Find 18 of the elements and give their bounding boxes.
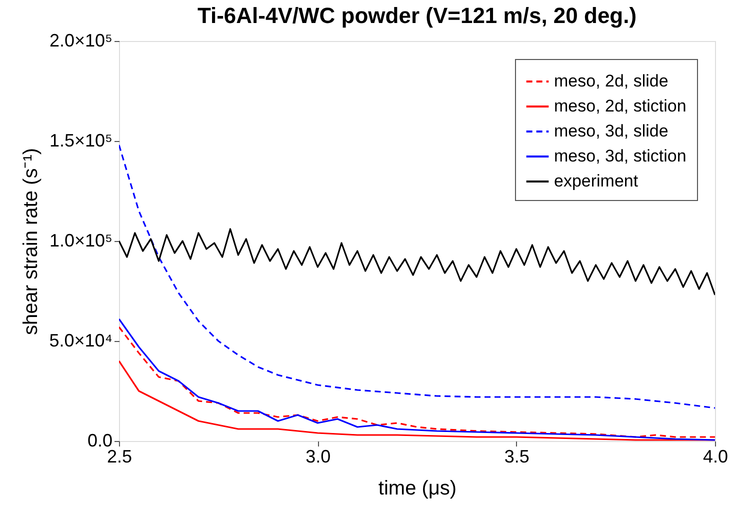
x-tick-label: 3.5 xyxy=(504,446,530,466)
line-series xyxy=(119,360,715,441)
chart-title: Ti-6Al-4V/WC powder (V=121 m/s, 20 deg.) xyxy=(197,3,637,28)
y-tick-label: 1.5×10⁵ xyxy=(49,130,112,150)
y-axis-title: shear strain rate (s⁻¹) xyxy=(20,148,42,336)
x-tick-label: 3.0 xyxy=(306,446,331,466)
legend-label: meso, 2d, slide xyxy=(554,72,668,90)
y-tick-label: 2.0×10⁵ xyxy=(49,30,112,50)
legend-label: meso, 3d, slide xyxy=(554,122,668,140)
x-axis-title: time (μs) xyxy=(378,478,457,500)
x-tick-label: 4.0 xyxy=(702,446,728,466)
y-tick-label: 5.0×10⁴ xyxy=(49,330,112,350)
line-series xyxy=(119,228,715,296)
y-tick-label: 1.0×10⁵ xyxy=(49,230,112,250)
legend-label: meso, 3d, stiction xyxy=(554,146,686,166)
legend-label: experiment xyxy=(554,172,638,190)
legend-label: meso, 2d, stiction xyxy=(554,96,686,116)
line-series xyxy=(119,144,715,409)
